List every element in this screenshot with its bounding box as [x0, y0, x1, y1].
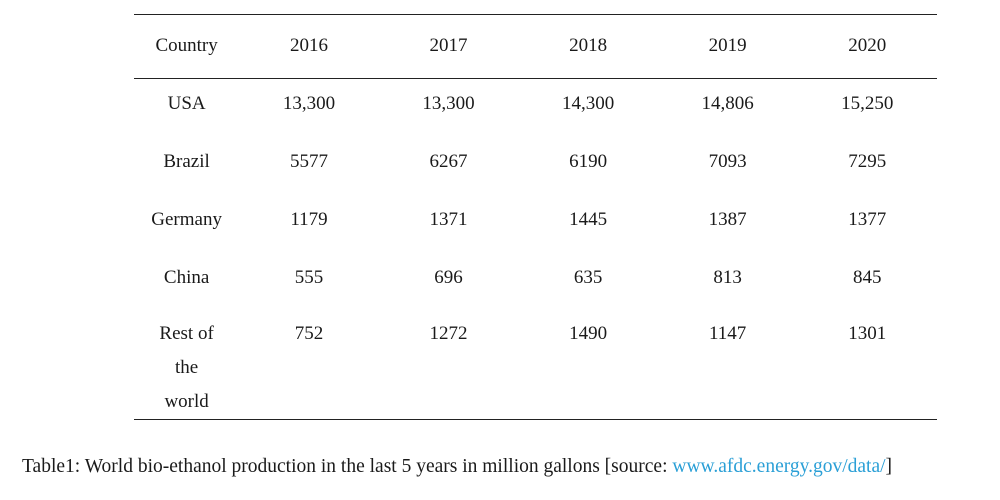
country-line: Rest of [159, 323, 214, 344]
source-link[interactable]: www.afdc.energy.gov/data/ [672, 456, 886, 477]
table-row-rest-of-world: Rest of the world 752 1272 1490 1147 130… [134, 310, 937, 419]
cell-value: 1387 [708, 209, 747, 230]
table-row-germany: Germany 1179 1371 1445 1387 1377 [134, 194, 937, 252]
cell-value: 696 [434, 267, 463, 288]
header-2020: 2020 [848, 35, 887, 57]
cell-country: USA [167, 92, 206, 114]
cell-value: 14,806 [701, 92, 754, 114]
cell-value: 14,300 [561, 92, 615, 114]
header-2017: 2017 [429, 35, 468, 57]
cell-country: Germany [151, 209, 222, 230]
cell-value: 13,300 [422, 92, 475, 114]
cell-country: Brazil [163, 151, 210, 172]
table-row-brazil: Brazil 5577 6267 6190 7093 7295 [134, 136, 937, 194]
cell-value: 5577 [289, 151, 328, 172]
cell-value: 1490 [569, 323, 608, 344]
ethanol-production-table-container: Country 2016 2017 2018 2019 2020 USA 13,… [134, 14, 937, 420]
cell-value: 1377 [848, 209, 887, 230]
header-2018: 2018 [569, 35, 608, 57]
cell-value: 6190 [569, 151, 608, 172]
header-2016: 2016 [289, 35, 328, 57]
cell-value: 752 [294, 323, 324, 344]
cell-value: 813 [713, 267, 742, 288]
cell-value: 1371 [429, 209, 468, 230]
cell-value: 1301 [848, 323, 887, 344]
caption-close-bracket: ] [885, 456, 893, 477]
country-line: world [164, 391, 209, 412]
cell-value: 6267 [429, 151, 468, 172]
cell-value: 555 [294, 267, 324, 288]
ethanol-production-table: Country 2016 2017 2018 2019 2020 USA 13,… [134, 15, 937, 419]
header-2019: 2019 [708, 35, 747, 57]
cell-value: 635 [573, 267, 603, 288]
cell-value: 7295 [848, 151, 887, 172]
table-caption: Table1: World bio-ethanol production in … [22, 456, 892, 478]
cell-value: 15,250 [841, 92, 894, 114]
cell-country: Rest of the world [134, 310, 239, 419]
cell-value: 13,300 [282, 92, 336, 114]
cell-value: 1272 [429, 323, 468, 344]
cell-value: 1147 [708, 323, 747, 344]
table-row-usa: USA 13,300 13,300 14,300 14,806 15,250 [134, 78, 937, 136]
cell-value: 7093 [708, 151, 747, 172]
header-country: Country [155, 35, 218, 57]
caption-text: Table1: World bio-ethanol production in … [22, 456, 673, 477]
cell-value: 1179 [290, 209, 328, 230]
cell-value: 1445 [569, 209, 608, 230]
cell-value: 845 [852, 267, 882, 288]
cell-country: China [163, 267, 210, 288]
table-row-china: China 555 696 635 813 845 [134, 252, 937, 310]
country-line: the [174, 357, 199, 378]
table-header-row: Country 2016 2017 2018 2019 2020 [134, 15, 937, 78]
